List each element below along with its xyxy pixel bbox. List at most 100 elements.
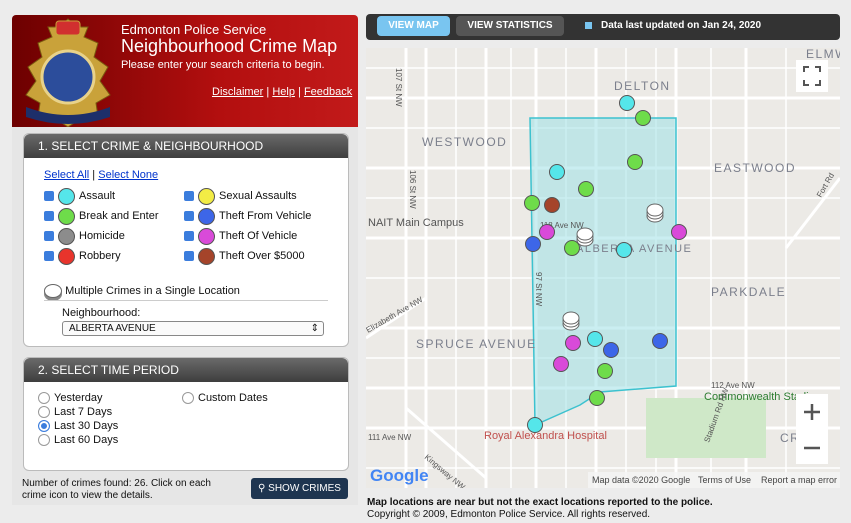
fullscreen-button[interactable]: [796, 60, 828, 92]
checkbox[interactable]: [44, 251, 54, 262]
link[interactable]: Disclaimer: [212, 86, 264, 98]
tab[interactable]: VIEW STATISTICS: [456, 16, 564, 36]
crime-marker[interactable]: [671, 224, 687, 240]
section-title: 2. SELECT TIME PERIOD: [24, 358, 348, 382]
link[interactable]: Help: [272, 86, 295, 98]
crime-label: Sexual Assaults: [219, 190, 297, 202]
crime-option: Robbery: [44, 247, 121, 265]
checkbox[interactable]: [44, 191, 54, 202]
time-panel: 2. SELECT TIME PERIOD Yesterday Last 7 Da…: [23, 357, 349, 471]
checkbox[interactable]: [184, 231, 194, 242]
link[interactable]: Feedback: [303, 86, 353, 98]
updated: Data last updated on Jan 24, 2020: [601, 20, 762, 31]
map-label: ALBERTA AVENUE: [576, 243, 692, 255]
time-option: Last 30 Days: [38, 417, 118, 435]
crime-icon: [58, 247, 75, 265]
map-label: Commonwealth Stadium: [704, 391, 824, 403]
crime-marker[interactable]: [565, 335, 581, 351]
radio[interactable]: [38, 420, 50, 433]
crime-label: Homicide: [79, 230, 125, 242]
map-label: 107 St NW: [394, 68, 403, 107]
crime-label: Break and Enter: [79, 210, 159, 222]
map-label: PARKDALE: [711, 285, 786, 299]
radio[interactable]: [38, 434, 50, 447]
radio[interactable]: [38, 406, 50, 419]
select-none[interactable]: Select None: [98, 169, 159, 181]
select-all[interactable]: Select All: [44, 169, 90, 181]
map-label: 112 Ave NW: [711, 381, 755, 390]
radio[interactable]: [38, 392, 50, 405]
crime-icon: [58, 207, 75, 225]
crime-marker[interactable]: [619, 95, 635, 111]
checkbox[interactable]: [44, 211, 54, 222]
option-label: Last 7 Days: [54, 406, 113, 418]
map-label: SPRUCE AVENUE: [416, 337, 537, 351]
crime-marker[interactable]: [635, 110, 651, 126]
tab-bar: VIEW MAP VIEW STATISTICS Data last updat…: [366, 14, 840, 40]
crime-marker[interactable]: [587, 331, 603, 347]
crime-marker[interactable]: [603, 342, 619, 358]
crime-marker[interactable]: [544, 197, 560, 213]
crime-marker[interactable]: [616, 242, 632, 258]
crime-marker[interactable]: [589, 390, 605, 406]
report[interactable]: Report a map error: [761, 475, 837, 485]
multi-marker[interactable]: [646, 203, 664, 217]
copyright: Copyright © 2009, Edmonton Police Servic…: [367, 509, 651, 520]
option-label: Yesterday: [54, 392, 103, 404]
option-label[interactable]: Custom Dates: [198, 392, 268, 404]
crime-marker[interactable]: [553, 356, 569, 372]
crime-option: Theft Of Vehicle: [184, 227, 297, 245]
option-label: Last 60 Days: [54, 434, 119, 446]
time-option: Last 60 Days: [38, 431, 118, 449]
left-panel: Edmonton Police Service Neighbourhood Cr…: [12, 15, 358, 505]
crime-option: Assault: [44, 187, 115, 205]
subtitle: Please enter your search criteria to beg…: [121, 59, 325, 71]
multi-marker[interactable]: [562, 311, 580, 325]
map-label: 97 St NW: [534, 272, 543, 307]
crime-icon: [198, 247, 215, 265]
crime-icon: [198, 227, 215, 245]
crime-label: Theft From Vehicle: [219, 210, 312, 222]
crime-marker[interactable]: [549, 164, 565, 180]
show-crimes-button[interactable]: ⚲ SHOW CRIMES: [251, 478, 348, 499]
map-label: NAIT Main Campus: [368, 217, 464, 229]
map-label: 111 Ave NW: [368, 433, 412, 442]
crime-option: Theft From Vehicle: [184, 207, 311, 225]
neighbourhood-select[interactable]: ALBERTA AVENUE ⇕: [62, 321, 324, 336]
tab[interactable]: VIEW MAP: [377, 16, 450, 36]
crime-option: Break and Enter: [44, 207, 159, 225]
multiple-label: Multiple Crimes in a Single Location: [65, 285, 240, 297]
checkbox[interactable]: [44, 231, 54, 242]
time-option: Last 7 Days: [38, 403, 112, 421]
crime-marker[interactable]: [578, 181, 594, 197]
crime-marker[interactable]: [527, 417, 543, 433]
logo: [25, 18, 111, 127]
crime-icon: [58, 187, 75, 205]
crime-option: Homicide: [44, 227, 125, 245]
crime-marker[interactable]: [652, 333, 668, 349]
time-option: Yesterday: [38, 389, 103, 407]
map-label: 118 Ave NW: [540, 221, 584, 230]
multi-marker[interactable]: [576, 227, 594, 241]
neighbourhood-label: Neighbourhood:: [62, 307, 141, 319]
crime-marker[interactable]: [525, 236, 541, 252]
map-label: EASTWOOD: [714, 161, 796, 175]
crime-icon: [198, 207, 215, 225]
crime-icon: [198, 187, 215, 205]
terms[interactable]: Terms of Use: [698, 475, 751, 485]
checkbox[interactable]: [184, 251, 194, 262]
crime-marker[interactable]: [564, 240, 580, 256]
crime-label: Theft Of Vehicle: [219, 230, 298, 242]
checkbox[interactable]: [184, 211, 194, 222]
attribution: Map data ©2020 Google: [592, 475, 690, 485]
map-label: 106 St NW: [408, 170, 417, 209]
neighbourhood-value: ALBERTA AVENUE: [69, 323, 156, 334]
crime-marker[interactable]: [597, 363, 613, 379]
crime-marker[interactable]: [524, 195, 540, 211]
crime-marker[interactable]: [627, 154, 643, 170]
crime-marker[interactable]: [539, 224, 555, 240]
checkbox[interactable]: [184, 191, 194, 202]
crime-label: Robbery: [79, 250, 121, 262]
app-title: Neighbourhood Crime Map: [121, 36, 338, 56]
